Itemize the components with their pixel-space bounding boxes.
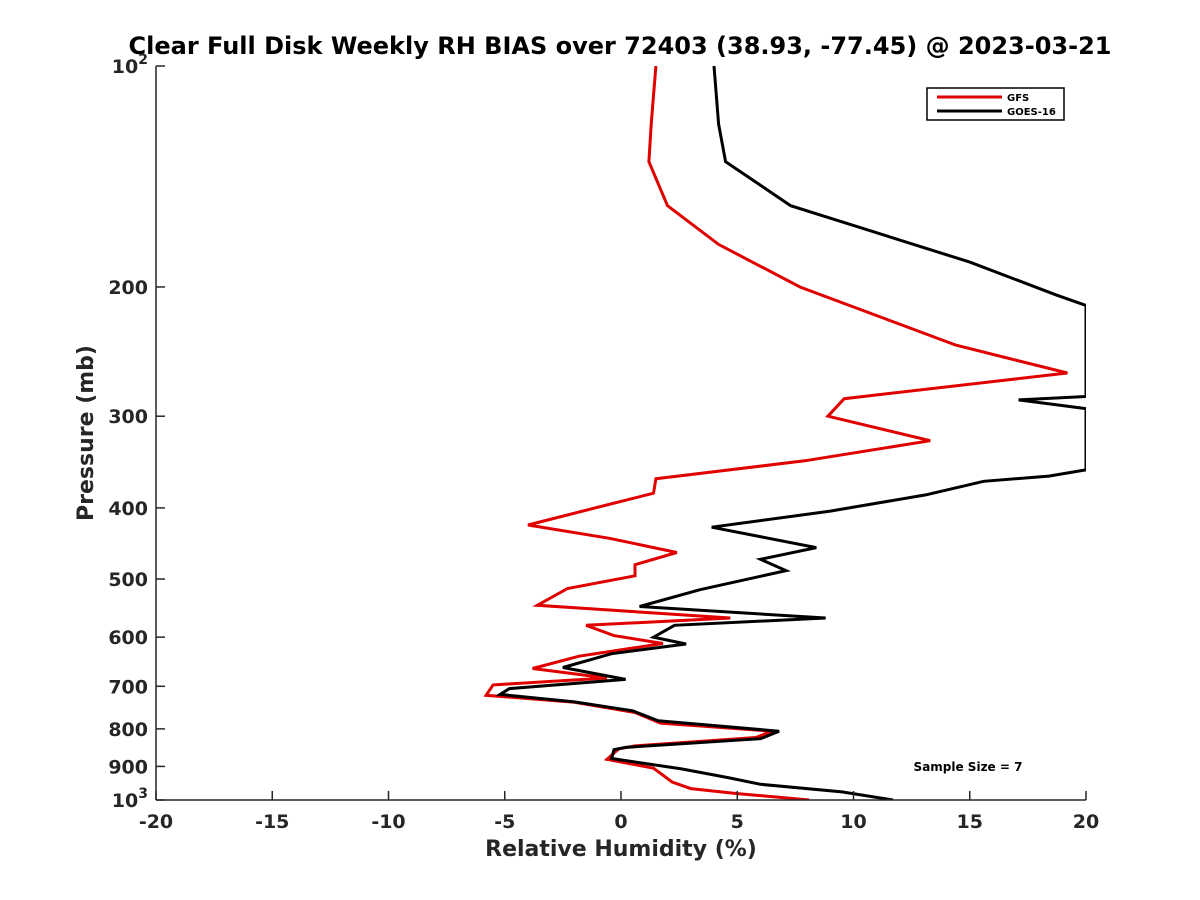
sample-size-annotation: Sample Size = 7 <box>914 760 1023 774</box>
series-line-goes16 <box>495 66 1086 800</box>
y-tick-label: 500 <box>108 569 148 591</box>
x-tick-label: 10 <box>840 811 866 833</box>
y-axis-label: Pressure (mb) <box>74 345 99 521</box>
y-tick-label: 600 <box>108 627 148 649</box>
series-layer <box>483 66 1086 800</box>
x-tick-label: 15 <box>957 811 983 833</box>
x-axis-label: Relative Humidity (%) <box>485 837 757 862</box>
y-tick-label: 200 <box>108 277 148 299</box>
legend-box <box>926 87 1065 121</box>
legend-label-gfs: GFS <box>1007 93 1029 104</box>
legend: GFS GOES-16 <box>926 87 1065 121</box>
y-tick-label: 400 <box>108 498 148 520</box>
y-axis-ticks: 102 200 300 400 500 600 700 800 900 103 <box>108 52 165 812</box>
legend-label-goes16: GOES-16 <box>1007 107 1056 118</box>
x-tick-label: 5 <box>731 811 744 833</box>
y-tick-label: 800 <box>108 719 148 741</box>
x-tick-label: 0 <box>614 811 627 833</box>
chart-title: Clear Full Disk Weekly RH BIAS over 7240… <box>129 32 1112 60</box>
x-tick-label: -20 <box>139 811 173 833</box>
x-tick-label: -10 <box>371 811 405 833</box>
y-tick-label: 900 <box>108 756 148 778</box>
y-tick-label: 300 <box>108 406 148 428</box>
y-tick-label: 103 <box>112 786 148 812</box>
series-line-gfs <box>483 66 1068 800</box>
x-axis-ticks: -20 -15 -10 -5 0 5 10 15 20 <box>139 791 1099 833</box>
x-tick-label: -5 <box>494 811 515 833</box>
x-tick-label: -15 <box>255 811 289 833</box>
x-tick-label: 20 <box>1073 811 1099 833</box>
y-tick-label: 102 <box>112 52 148 78</box>
y-tick-label: 700 <box>108 676 148 698</box>
